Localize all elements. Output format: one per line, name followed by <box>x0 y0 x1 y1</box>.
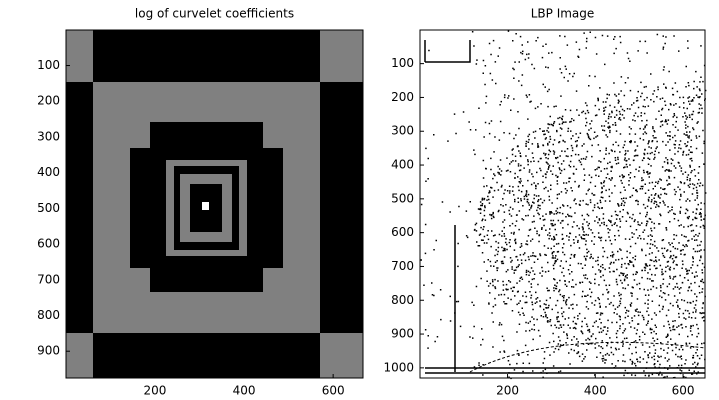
image-texture <box>420 30 707 380</box>
y-tick-label: 400 <box>391 158 414 172</box>
y-tick-label: 600 <box>37 237 60 251</box>
y-tick-label: 200 <box>37 94 60 108</box>
y-tick-label: 800 <box>391 293 414 307</box>
y-tick-label: 500 <box>391 191 414 205</box>
x-tick-label: 400 <box>233 384 256 398</box>
y-tick-label: 100 <box>391 56 414 70</box>
image-region <box>66 333 93 378</box>
chart-title: LBP Image <box>531 7 595 21</box>
x-tick-label: 200 <box>143 384 166 398</box>
image-edge <box>469 341 706 373</box>
image-region <box>320 333 363 378</box>
axes-box <box>65 29 364 379</box>
y-tick-label: 900 <box>391 327 414 341</box>
y-tick-label: 500 <box>37 201 60 215</box>
y-tick-label: 300 <box>37 129 60 143</box>
x-tick-label: 200 <box>496 384 519 398</box>
y-tick-label: 700 <box>37 272 60 286</box>
y-tick-label: 700 <box>391 259 414 273</box>
panel: LBP Image 200 400 600 100 200 300 400 500 600 700 8… <box>383 7 707 398</box>
y-tick-label: 200 <box>391 90 414 104</box>
y-tick-label: 300 <box>391 124 414 138</box>
y-tick-label: 1000 <box>383 360 414 374</box>
x-tick-label: 600 <box>672 384 695 398</box>
y-tick-label: 800 <box>37 308 60 322</box>
image-region <box>66 30 93 82</box>
axes-box <box>419 29 706 379</box>
image-background <box>420 30 705 378</box>
image-region <box>320 30 363 82</box>
y-tick-label: 900 <box>37 344 60 358</box>
y-tick-label: 400 <box>37 165 60 179</box>
y-tick-label: 600 <box>391 225 414 239</box>
image-region <box>202 202 209 210</box>
panel: log of curvelet coefficients 200 400 600 100… <box>37 7 364 398</box>
image-edge <box>424 40 705 374</box>
x-tick-label: 600 <box>322 384 345 398</box>
y-tick-label: 100 <box>37 58 60 72</box>
x-tick-label: 400 <box>584 384 607 398</box>
chart-title: log of curvelet coefficients <box>135 7 294 21</box>
